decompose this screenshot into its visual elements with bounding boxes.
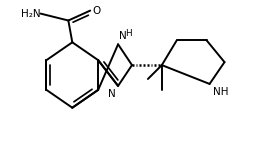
Text: N: N: [119, 31, 127, 41]
Text: N: N: [108, 89, 116, 99]
Text: H: H: [125, 29, 132, 38]
Text: O: O: [92, 6, 100, 16]
Text: H₂N: H₂N: [21, 9, 41, 19]
Text: NH: NH: [212, 87, 228, 97]
